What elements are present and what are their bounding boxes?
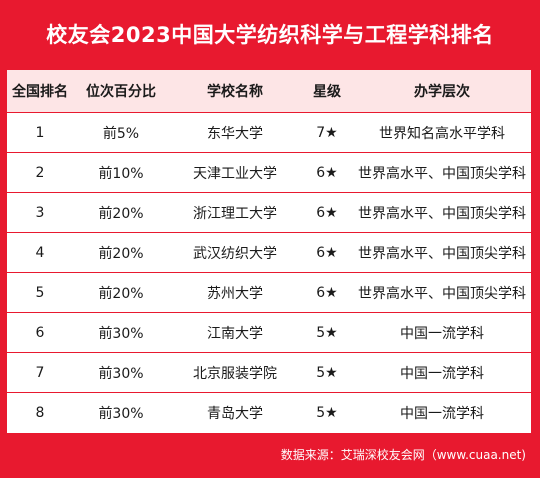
school-cell: 天津工业大学 [169,152,301,193]
percentile-cell: 前30% [73,312,169,353]
stars-cell: 6★ [301,152,353,193]
level-cell: 世界知名高水平学科 [353,112,531,153]
percentile-cell: 前20% [73,192,169,233]
source-note: 数据来源：艾瑞深校友会网（www.cuaa.net) [280,448,526,462]
level-cell: 世界高水平、中国顶尖学科 [353,192,531,233]
page-title: 校友会2023中国大学纺织科学与工程学科排名 [46,23,494,47]
level-cell: 世界高水平、中国顶尖学科 [353,232,531,273]
school-cell: 浙江理工大学 [169,192,301,233]
header-percentile: 位次百分比 [73,70,169,113]
school-cell: 东华大学 [169,112,301,153]
rank-cell: 6 [7,312,73,353]
table-row: 7 前30% 北京服装学院 5★ 中国一流学科 [7,352,531,393]
percentile-cell: 前30% [98,405,144,422]
rank-cell: 1 [7,112,73,153]
level-cell: 中国一流学科 [353,312,531,353]
level-cell: 世界高水平、中国顶尖学科 [353,152,531,193]
table-body: 1 前5% 东华大学 7★ 世界知名高水平学科 2 前10% 天津工业大学 6★ 世界高水平、中国… [7,112,531,433]
rank-cell: 2 [7,152,73,193]
header-level: 办学层次 [353,70,531,113]
stars-cell: 5★ [301,312,353,353]
table-row: 1 前5% 东华大学 7★ 世界知名高水平学科 [7,112,531,153]
stars-cell: 6★ [301,192,353,233]
stars-cell: 5★ [301,352,353,393]
header-rank: 全国排名 [7,70,73,113]
school-cell: 苏州大学 [169,272,301,313]
table-row: 3 前20% 浙江理工大学 6★ 世界高水平、中国顶尖学科 [7,192,531,233]
rank-cell: 5 [7,272,73,313]
ranking-table-panel: 全国排名 位次百分比 学校名称 星级 办学层次 1 前5% 东华大学 7★ 世界知名高水… [7,70,531,433]
school-cell: 江南大学 [169,312,301,353]
level-cell: 中国一流学科 [353,352,531,393]
table-row: 5 前20% 苏州大学 6★ 世界高水平、中国顶尖学科 [7,272,531,313]
percentile-cell: 前20% [73,272,169,313]
header-school: 学校名称 [169,70,301,113]
stars-cell: 6★ [301,232,353,273]
school-cell: 青岛大学 [207,405,263,422]
rank-cell: 4 [7,232,73,273]
school-cell: 武汉纺织大学 [169,232,301,273]
percentile-cell: 前20% [73,232,169,273]
table-row: 8 前30% 青岛大学 5★ 中国一流学科 [7,393,531,433]
level-cell: 中国一流学科 [400,405,484,422]
stars-cell: 7★ [301,112,353,153]
table-row: 2 前10% 天津工业大学 6★ 世界高水平、中国顶尖学科 [7,152,531,193]
rank-cell: 7 [7,352,73,393]
header-stars: 星级 [301,70,353,113]
rank-cell: 3 [7,192,73,233]
level-cell: 世界高水平、中国顶尖学科 [353,272,531,313]
ranking-table: 全国排名 位次百分比 学校名称 星级 办学层次 1 前5% 东华大学 7★ 世界知名高水… [7,70,531,432]
school-cell: 北京服装学院 [169,352,301,393]
table-header-row: 全国排名 位次百分比 学校名称 星级 办学层次 [7,70,531,113]
percentile-cell: 前30% [73,352,169,393]
stars-cell: 5★ [316,404,338,421]
table-row: 6 前30% 江南大学 5★ 中国一流学科 [7,312,531,353]
percentile-cell: 前10% [73,152,169,193]
rank-cell: 8 [35,404,45,421]
table-row: 4 前20% 武汉纺织大学 6★ 世界高水平、中国顶尖学科 [7,232,531,273]
percentile-cell: 前5% [73,112,169,153]
stars-cell: 6★ [301,272,353,313]
